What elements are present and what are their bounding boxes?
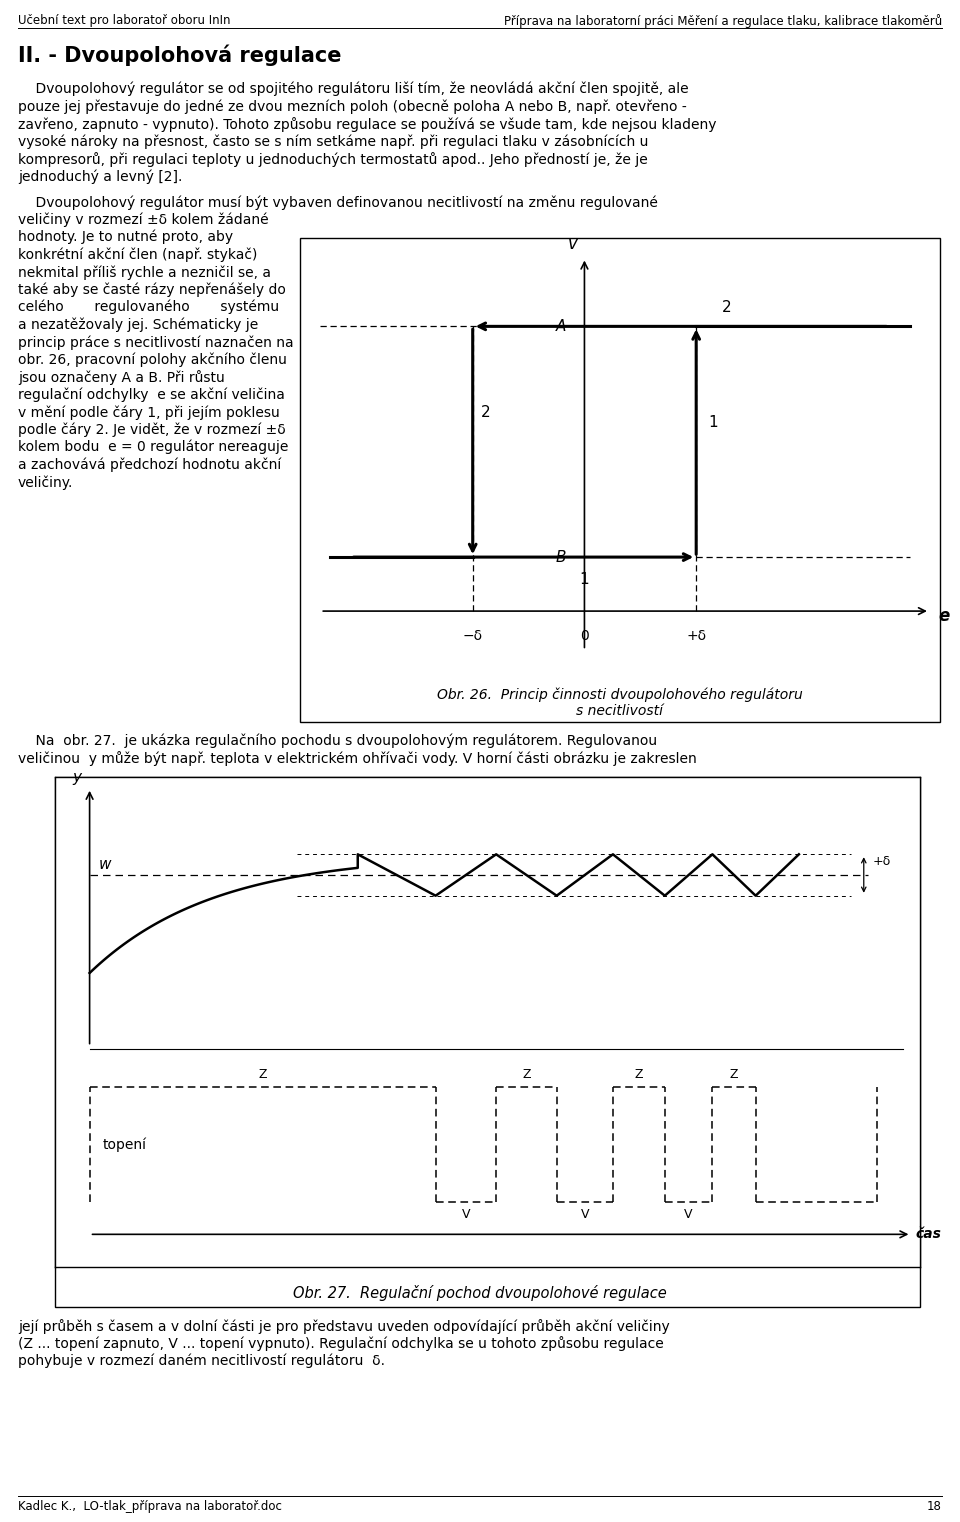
Text: veličiny v rozmezí ±δ kolem žádané: veličiny v rozmezí ±δ kolem žádané bbox=[18, 213, 269, 227]
Text: v mění podle čáry 1, při jejím poklesu: v mění podle čáry 1, při jejím poklesu bbox=[18, 405, 279, 420]
Text: 0: 0 bbox=[580, 629, 588, 642]
Text: jednoduchý a levný [2].: jednoduchý a levný [2]. bbox=[18, 169, 182, 184]
Text: čas: čas bbox=[916, 1227, 942, 1242]
Text: vysoké nároky na přesnost, často se s ním setkáme např. při regulaci tlaku v zás: vysoké nároky na přesnost, často se s ní… bbox=[18, 134, 648, 149]
Text: pohybuje v rozmezí daném necitlivostí regulátoru  δ.: pohybuje v rozmezí daném necitlivostí re… bbox=[18, 1355, 385, 1368]
Text: Příprava na laboratorní práci Měření a regulace tlaku, kalibrace tlakoměrů: Příprava na laboratorní práci Měření a r… bbox=[504, 14, 942, 27]
Text: A: A bbox=[556, 320, 566, 333]
Text: −δ: −δ bbox=[463, 629, 483, 642]
Text: Dvoupolohový regulátor se od spojitého regulátoru liší tím, že neovládá akční čl: Dvoupolohový regulátor se od spojitého r… bbox=[18, 82, 688, 96]
Text: pouze jej přestavuje do jedné ze dvou mezních poloh (obecně poloha A nebo B, nap: pouze jej přestavuje do jedné ze dvou me… bbox=[18, 99, 686, 114]
Text: regulační odchylky  e se akční veličina: regulační odchylky e se akční veličina bbox=[18, 388, 285, 402]
Text: v: v bbox=[567, 234, 577, 253]
Text: nekmital příliš rychle a nezničil se, a: nekmital příliš rychle a nezničil se, a bbox=[18, 265, 271, 280]
Text: veličinou  y může být např. teplota v elektrickém ohřívači vody. V horní části o: veličinou y může být např. teplota v ele… bbox=[18, 752, 697, 767]
Text: Dvoupolohový regulátor musí být vybaven definovanou necitlivostí na změnu regulo: Dvoupolohový regulátor musí být vybaven … bbox=[18, 195, 658, 210]
Text: hodnoty. Je to nutné proto, aby: hodnoty. Je to nutné proto, aby bbox=[18, 230, 233, 245]
Text: Kadlec K.,  LO-tlak_příprava na laboratoř.doc: Kadlec K., LO-tlak_příprava na laboratoř… bbox=[18, 1501, 282, 1513]
Text: Na  obr. 27.  je ukázka regulačního pochodu s dvoupolohovým regulátorem. Regulov: Na obr. 27. je ukázka regulačního pochod… bbox=[18, 734, 658, 749]
Text: veličiny.: veličiny. bbox=[18, 475, 73, 490]
Text: Obr. 27.  Regulační pochod dvoupolohové regulace: Obr. 27. Regulační pochod dvoupolohové r… bbox=[293, 1285, 667, 1301]
Text: kompresorů, při regulaci teploty u jednoduchých termostatů apod.. Jeho předností: kompresorů, při regulaci teploty u jedno… bbox=[18, 152, 648, 167]
Text: také aby se časté rázy nepřenášely do: také aby se časté rázy nepřenášely do bbox=[18, 283, 286, 297]
Text: V: V bbox=[581, 1208, 589, 1221]
Text: jsou označeny A a B. Při růstu: jsou označeny A a B. Při růstu bbox=[18, 370, 225, 385]
Text: konkrétní akční člen (např. stykač): konkrétní akční člen (např. stykač) bbox=[18, 248, 257, 262]
Text: Obr. 26.  Princip činnosti dvoupolohového regulátoru: Obr. 26. Princip činnosti dvoupolohového… bbox=[437, 688, 803, 703]
Text: V: V bbox=[684, 1208, 693, 1221]
Text: a zachovává předchozí hodnotu akční: a zachovává předchozí hodnotu akční bbox=[18, 458, 281, 472]
Text: V: V bbox=[462, 1208, 470, 1221]
Text: Z: Z bbox=[258, 1068, 267, 1081]
Text: její průběh s časem a v dolní části je pro představu uveden odpovídající průběh : její průběh s časem a v dolní části je p… bbox=[18, 1320, 670, 1333]
Text: +δ: +δ bbox=[686, 629, 707, 642]
Text: topení: topení bbox=[103, 1137, 147, 1152]
Text: a nezatěžovaly jej. Schématicky je: a nezatěžovaly jej. Schématicky je bbox=[18, 318, 258, 332]
Text: princip práce s necitlivostí naznačen na: princip práce s necitlivostí naznačen na bbox=[18, 335, 294, 350]
Text: Z: Z bbox=[730, 1068, 738, 1081]
Text: celého       regulovaného       systému: celého regulovaného systému bbox=[18, 300, 279, 315]
Text: (Z ... topení zapnuto, V ... topení vypnuto). Regulační odchylka se u tohoto způ: (Z ... topení zapnuto, V ... topení vypn… bbox=[18, 1336, 663, 1352]
Text: kolem bodu  e = 0 regulátor nereaguje: kolem bodu e = 0 regulátor nereaguje bbox=[18, 440, 288, 455]
Text: 2: 2 bbox=[722, 300, 732, 315]
Text: 1: 1 bbox=[580, 572, 589, 587]
Text: II. - Dvoupolohová regulace: II. - Dvoupolohová regulace bbox=[18, 46, 342, 67]
Text: 2: 2 bbox=[481, 405, 491, 420]
Text: w: w bbox=[98, 857, 110, 872]
Text: Učební text pro laboratoř oboru InIn: Učební text pro laboratoř oboru InIn bbox=[18, 14, 230, 27]
Text: s necitlivostí: s necitlivostí bbox=[577, 705, 663, 718]
Text: 18: 18 bbox=[927, 1501, 942, 1513]
Text: y: y bbox=[72, 770, 81, 785]
Text: 1: 1 bbox=[708, 414, 718, 429]
Text: B: B bbox=[556, 549, 566, 565]
Text: Z: Z bbox=[522, 1068, 531, 1081]
Text: Z: Z bbox=[635, 1068, 643, 1081]
Text: obr. 26, pracovní polohy akčního členu: obr. 26, pracovní polohy akčního členu bbox=[18, 353, 287, 367]
Text: e: e bbox=[938, 607, 949, 626]
Text: +δ: +δ bbox=[873, 855, 891, 869]
Text: zavřeno, zapnuto - vypnuto). Tohoto způsobu regulace se používá se všude tam, kd: zavřeno, zapnuto - vypnuto). Tohoto způs… bbox=[18, 117, 716, 132]
Text: podle čáry 2. Je vidět, že v rozmezí ±δ: podle čáry 2. Je vidět, že v rozmezí ±δ bbox=[18, 423, 286, 437]
